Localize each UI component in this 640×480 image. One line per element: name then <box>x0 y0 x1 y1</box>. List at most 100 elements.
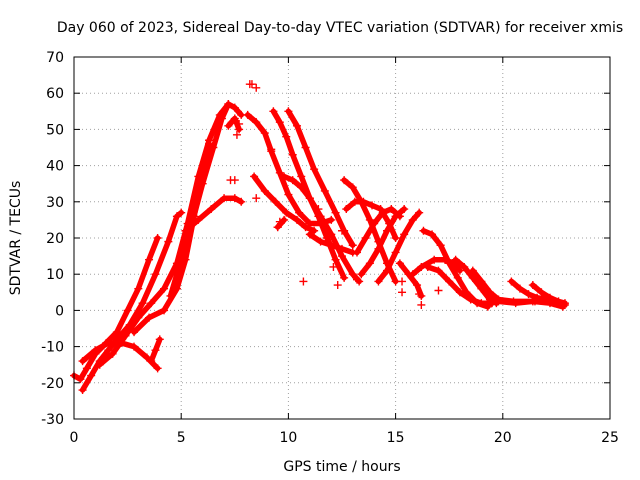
y-tick-label: 10 <box>46 267 64 283</box>
data-point <box>230 114 239 123</box>
data-point <box>260 186 269 195</box>
y-tick-label: -10 <box>41 340 64 356</box>
data-series-track-20 <box>357 205 409 279</box>
data-point <box>408 215 417 224</box>
data-point <box>108 349 117 358</box>
data-point <box>368 201 377 210</box>
data-point <box>445 259 454 268</box>
y-tick-label: 70 <box>46 50 64 66</box>
data-point <box>451 255 460 264</box>
data-point <box>327 241 336 250</box>
data-point <box>528 281 537 290</box>
data-point <box>365 259 374 268</box>
x-tick-label: 15 <box>387 430 405 446</box>
data-point <box>423 262 432 271</box>
data-point <box>374 277 383 286</box>
data-point <box>153 234 162 242</box>
data-point <box>123 306 132 315</box>
data-point <box>417 300 426 309</box>
data-point <box>350 197 359 206</box>
x-axis-label: GPS time / hours <box>283 459 400 475</box>
data-point <box>301 223 310 232</box>
data-point <box>338 244 346 253</box>
data-point <box>554 297 563 306</box>
data-point <box>327 215 336 224</box>
data-point <box>413 281 422 290</box>
y-tick-label: 40 <box>46 159 64 175</box>
data-point <box>166 291 175 300</box>
data-series-track-11 <box>250 172 319 235</box>
data-point <box>314 205 323 214</box>
data-series-group <box>70 80 569 395</box>
x-tick-labels: 0 5 10 15 20 25 <box>70 430 619 446</box>
data-point <box>301 143 310 152</box>
series-line <box>358 206 407 277</box>
data-point <box>524 290 533 299</box>
data-point <box>378 208 387 217</box>
x-tick-label: 10 <box>279 430 297 446</box>
data-point <box>280 215 289 224</box>
data-point <box>455 288 464 297</box>
data-point <box>299 277 308 286</box>
data-point <box>361 234 370 242</box>
data-point <box>359 197 368 206</box>
data-point <box>232 130 241 139</box>
data-series-track-2 <box>78 208 186 395</box>
y-tick-label: 20 <box>46 231 64 247</box>
data-series-track-9 <box>224 114 244 134</box>
data-point <box>160 306 169 315</box>
y-tick-label: 0 <box>55 303 64 319</box>
data-point <box>305 230 314 239</box>
series-line <box>375 209 422 285</box>
data-point <box>177 255 186 264</box>
y-tick-label: -20 <box>41 376 64 392</box>
data-point <box>533 293 542 302</box>
data-point <box>112 328 121 337</box>
data-point <box>275 168 284 177</box>
data-point <box>104 346 113 355</box>
data-point <box>331 208 340 217</box>
data-point <box>333 281 342 290</box>
axis-ticks <box>73 56 611 420</box>
data-point <box>348 241 357 250</box>
data-point <box>430 255 439 264</box>
data-series-track-19 <box>353 205 404 257</box>
data-point <box>560 299 569 308</box>
data-point <box>138 299 147 308</box>
data-series-track-10 <box>243 110 336 228</box>
data-point <box>325 235 334 244</box>
data-point <box>177 208 186 217</box>
data-series-track-13 <box>273 215 289 232</box>
data-point <box>288 150 297 159</box>
data-point <box>342 205 351 214</box>
data-point <box>209 143 218 152</box>
y-tick-label: 50 <box>46 122 64 138</box>
data-point <box>305 194 314 203</box>
data-point <box>284 190 293 199</box>
series-line <box>274 217 287 230</box>
data-point <box>340 176 349 185</box>
data-point <box>297 172 306 181</box>
data-point <box>340 273 349 282</box>
data-point <box>391 234 400 242</box>
data-point <box>160 284 169 293</box>
scattered-outlier-points <box>226 80 475 309</box>
data-point <box>297 183 306 192</box>
data-point <box>207 205 216 214</box>
data-series-track-14 <box>280 172 349 282</box>
x-tick-label: 25 <box>601 430 619 446</box>
chart-title: Day 060 of 2023, Sidereal Day-to-day VTE… <box>57 20 623 36</box>
x-tick-label: 20 <box>494 430 512 446</box>
data-point <box>434 266 443 275</box>
data-series-track-6 <box>147 335 164 366</box>
data-point <box>391 248 400 257</box>
data-point <box>316 237 325 246</box>
data-point <box>284 107 293 116</box>
data-point <box>134 313 143 322</box>
data-series-track-8 <box>181 194 246 235</box>
data-point <box>280 172 289 181</box>
data-point <box>398 277 407 286</box>
data-point <box>295 208 304 217</box>
data-point <box>147 299 156 308</box>
